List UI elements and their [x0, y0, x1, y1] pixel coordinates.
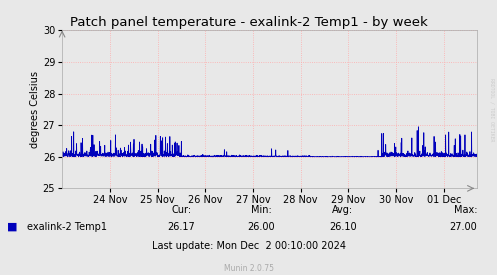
- Text: RRDTOOL / TOBI OETIKER: RRDTOOL / TOBI OETIKER: [490, 78, 495, 142]
- Text: Cur:: Cur:: [171, 205, 191, 215]
- Text: exalink-2 Temp1: exalink-2 Temp1: [27, 222, 107, 232]
- Text: 26.00: 26.00: [247, 222, 275, 232]
- Text: Patch panel temperature - exalink-2 Temp1 - by week: Patch panel temperature - exalink-2 Temp…: [71, 16, 428, 29]
- Text: Min:: Min:: [250, 205, 271, 215]
- Text: 27.00: 27.00: [449, 222, 477, 232]
- Text: 26.17: 26.17: [167, 222, 195, 232]
- Text: Last update: Mon Dec  2 00:10:00 2024: Last update: Mon Dec 2 00:10:00 2024: [152, 241, 345, 251]
- Text: Munin 2.0.75: Munin 2.0.75: [224, 264, 273, 273]
- Text: 26.10: 26.10: [329, 222, 357, 232]
- Text: ■: ■: [7, 222, 18, 232]
- Text: Max:: Max:: [454, 205, 477, 215]
- Y-axis label: degrees Celsius: degrees Celsius: [30, 71, 40, 148]
- Text: Avg:: Avg:: [332, 205, 353, 215]
